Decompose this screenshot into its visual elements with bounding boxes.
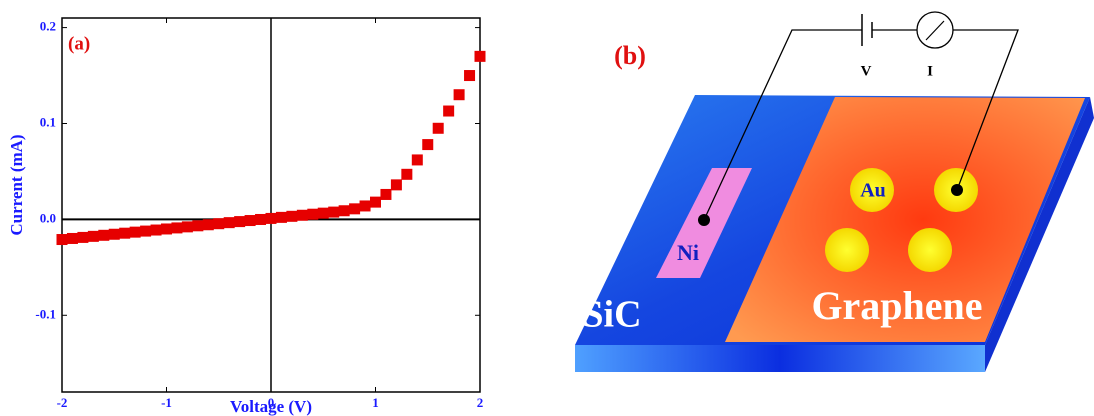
x-tick-label: 2	[477, 395, 484, 410]
x-axis-label: Voltage (V)	[230, 397, 312, 416]
data-point	[77, 232, 88, 243]
au-contact	[825, 228, 869, 272]
data-point	[224, 217, 235, 228]
data-point	[422, 139, 433, 150]
ni-label: Ni	[677, 240, 699, 265]
current-label: I	[927, 63, 933, 79]
data-point	[307, 209, 318, 220]
data-point	[401, 169, 412, 180]
au-label: Au	[860, 180, 886, 202]
data-point	[318, 208, 329, 219]
data-point	[454, 89, 465, 100]
y-axis-label: Current (mA)	[7, 134, 26, 235]
data-point	[255, 214, 266, 225]
data-point	[130, 227, 141, 238]
data-point	[67, 233, 78, 244]
data-point	[380, 189, 391, 200]
x-tick-label: -1	[161, 395, 172, 410]
data-point	[234, 216, 245, 227]
data-point	[182, 221, 193, 232]
data-point	[266, 213, 277, 224]
data-point	[464, 70, 475, 81]
data-point	[391, 179, 402, 190]
device-diagram: (b) V I Au Ni SiC Graphene	[575, 12, 1094, 372]
graphene-label: Graphene	[811, 283, 982, 328]
y-tick-label: -0.1	[35, 306, 56, 321]
data-point	[98, 230, 109, 241]
sic-label: SiC	[582, 294, 641, 336]
y-tick-label: 0.1	[40, 114, 56, 129]
data-point	[109, 229, 120, 240]
y-tick-label: 0.0	[40, 210, 56, 225]
data-point	[57, 234, 68, 245]
data-point	[213, 218, 224, 229]
data-point	[140, 226, 151, 237]
data-point	[171, 222, 182, 233]
slab-front	[575, 345, 985, 372]
data-point	[297, 210, 308, 221]
x-tick-label: -2	[57, 395, 68, 410]
panel-label: (b)	[614, 41, 646, 70]
data-point	[475, 51, 486, 62]
data-point	[119, 228, 130, 239]
probe	[951, 184, 963, 196]
data-point	[151, 225, 162, 236]
data-point	[192, 220, 203, 231]
page: {"chart_data": {"type": "scatter", "anno…	[0, 0, 1094, 416]
x-tick-label: 1	[372, 395, 379, 410]
probe	[698, 214, 710, 226]
figure: 0.20.10.0-0.1-2-1012Voltage (V)Current (…	[0, 0, 1094, 416]
data-point	[433, 123, 444, 134]
panel-label: (a)	[68, 33, 90, 54]
data-point	[370, 197, 381, 208]
data-point	[349, 203, 360, 214]
data-point	[276, 212, 287, 223]
data-point	[360, 200, 371, 211]
y-tick-label: 0.2	[40, 19, 56, 34]
data-point	[203, 219, 214, 230]
data-point	[286, 211, 297, 222]
data-point	[88, 231, 99, 242]
voltage-label: V	[861, 63, 872, 79]
data-point	[161, 223, 172, 234]
data-point	[412, 154, 423, 165]
data-point	[443, 106, 454, 117]
data-point	[245, 215, 256, 226]
data-point	[328, 207, 339, 218]
au-contact	[908, 228, 952, 272]
data-point	[339, 205, 350, 216]
